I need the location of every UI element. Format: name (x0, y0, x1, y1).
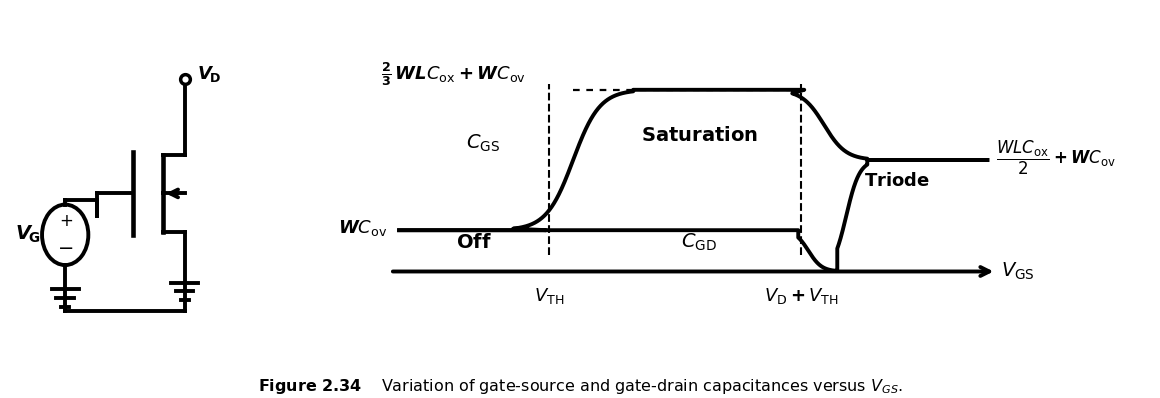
Text: $\boldsymbol{V_{\mathrm{TH}}}$: $\boldsymbol{V_{\mathrm{TH}}}$ (534, 286, 564, 306)
Text: $\mathbf{Figure\ 2.34}$    Variation of gate-source and gate-drain capacitances : $\mathbf{Figure\ 2.34}$ Variation of gat… (258, 377, 902, 396)
Text: $\mathbf{Saturation}$: $\mathbf{Saturation}$ (640, 126, 757, 145)
Text: $\boldsymbol{V_{\mathrm{GS}}}$: $\boldsymbol{V_{\mathrm{GS}}}$ (1001, 261, 1035, 282)
Text: $\boldsymbol{\dfrac{WLC_{\mathrm{ox}}}{2} + WC_{\mathrm{ov}}}$: $\boldsymbol{\dfrac{WLC_{\mathrm{ox}}}{2… (996, 139, 1116, 177)
Text: $\mathbf{\frac{2}{3}}$$\,\boldsymbol{WLC_{\mathrm{ox}} + WC_{\mathrm{ov}}}$: $\mathbf{\frac{2}{3}}$$\,\boldsymbol{WLC… (380, 60, 525, 88)
Text: +: + (59, 213, 73, 230)
Text: $\boldsymbol{V_{\mathrm{D}} + V_{\mathrm{TH}}}$: $\boldsymbol{V_{\mathrm{D}} + V_{\mathrm… (763, 286, 839, 306)
Text: $\boldsymbol{V}_{\!\mathbf{D}}$: $\boldsymbol{V}_{\!\mathbf{D}}$ (197, 64, 220, 84)
Text: $\mathbf{Triode}$: $\mathbf{Triode}$ (864, 172, 930, 189)
Text: $\boldsymbol{C_{\mathrm{GD}}}$: $\boldsymbol{C_{\mathrm{GD}}}$ (681, 232, 717, 253)
Text: $\boldsymbol{WC_{\mathrm{ov}}}$: $\boldsymbol{WC_{\mathrm{ov}}}$ (338, 218, 387, 238)
Text: $\boldsymbol{V}_{\!\mathbf{G}}$: $\boldsymbol{V}_{\!\mathbf{G}}$ (15, 224, 41, 246)
Text: $\mathbf{Off}$: $\mathbf{Off}$ (456, 233, 492, 252)
Text: $\boldsymbol{C_{\mathrm{GS}}}$: $\boldsymbol{C_{\mathrm{GS}}}$ (466, 133, 500, 154)
Text: −: − (58, 239, 74, 258)
